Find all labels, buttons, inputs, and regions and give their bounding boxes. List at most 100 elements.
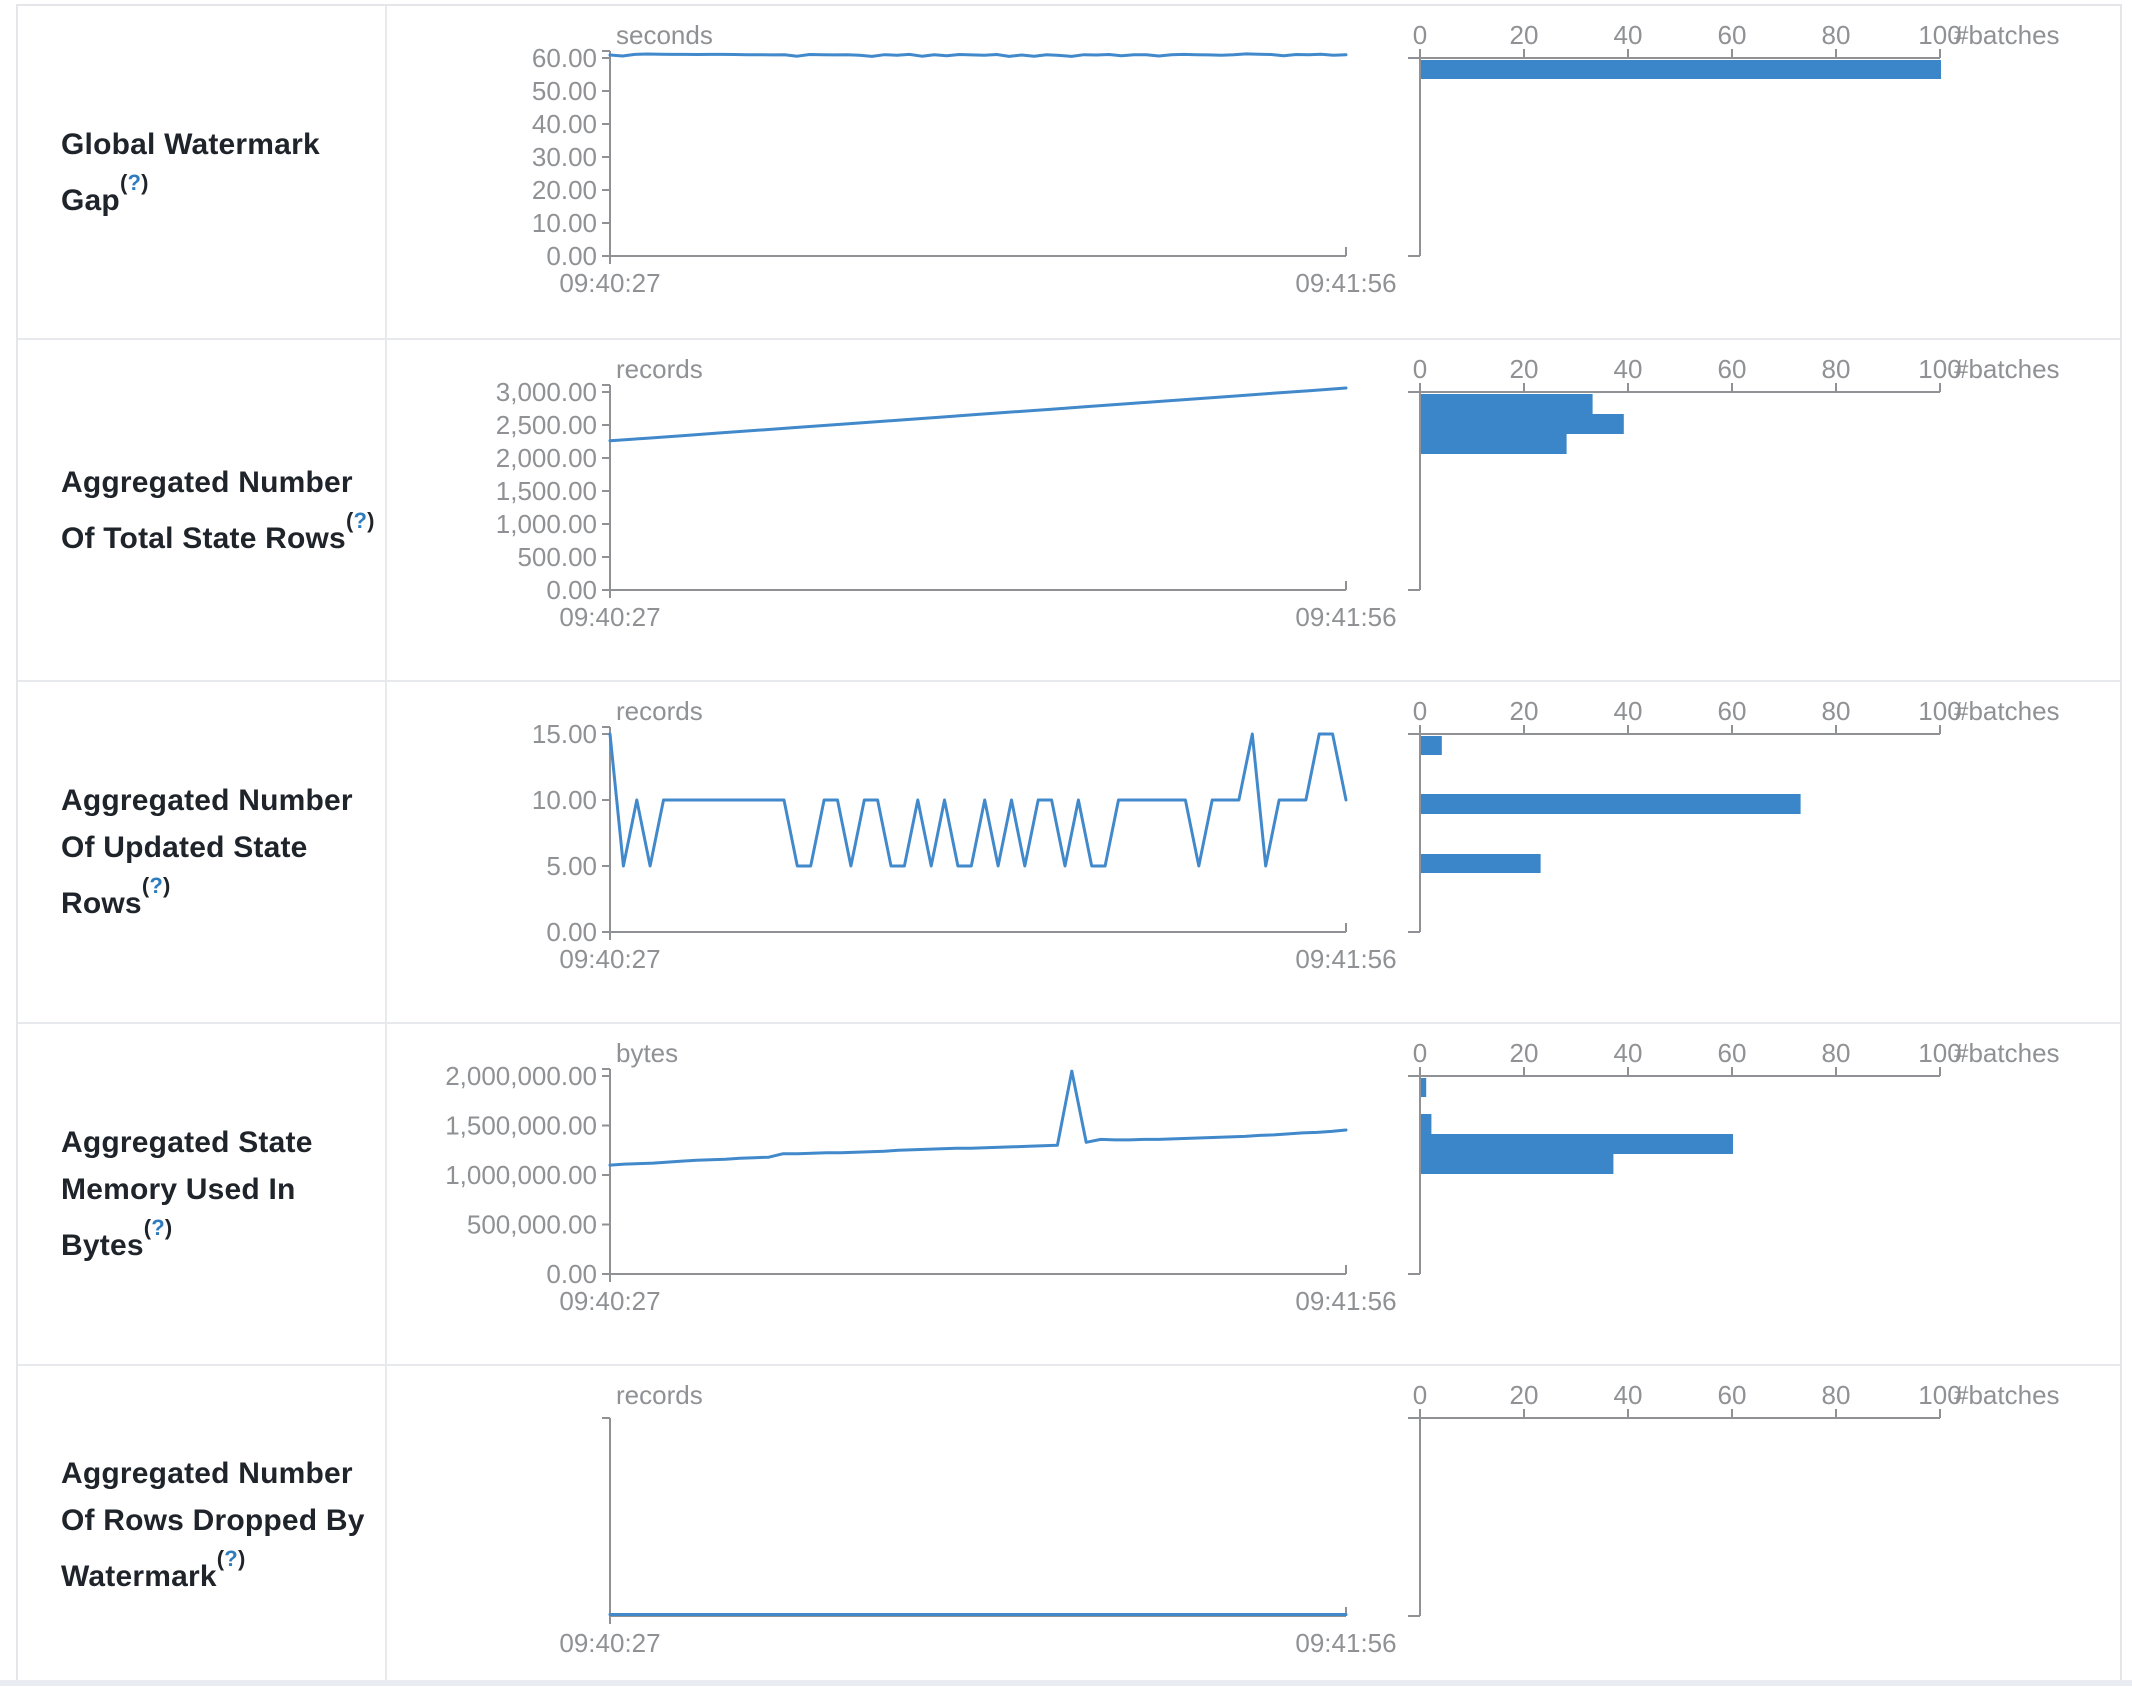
timeline-chart: seconds 60.0050.0040.0030.0020.0010.000.0… — [532, 20, 1397, 298]
x-end-label: 09:41:56 — [1295, 1286, 1396, 1316]
metric-label-cell: Aggregated Number Of Total State Rows(?) — [18, 340, 387, 680]
metric-chart-cell: seconds 60.00 50.00 40.00 30.00 20.00 10.00 0.0… — [387, 6, 2120, 338]
help-paren-close: ) — [141, 169, 149, 195]
x-start-label: 09:40:27 — [559, 602, 660, 632]
x-end-label: 09:41:56 — [1295, 944, 1396, 974]
help-question-icon[interactable]: ? — [353, 507, 368, 533]
batches-tick-label: 40 — [1614, 696, 1643, 726]
help-link[interactable]: (?) — [346, 508, 375, 533]
x-end-label: 09:41:56 — [1295, 268, 1396, 298]
histogram-chart: 0 20 40 60 80 100#batches — [1408, 354, 2060, 591]
help-question-icon[interactable]: ? — [127, 169, 142, 195]
y-tick-label: 1,000,000.00 — [445, 1160, 597, 1190]
y-tick-label: 0.00 — [546, 241, 597, 271]
x-start-label: 09:40:27 — [559, 1628, 660, 1658]
batches-tick-label: 20 — [1510, 696, 1539, 726]
help-link[interactable]: (?) — [217, 1546, 246, 1571]
metric-label-cell: Aggregated State Memory Used In Bytes(?) — [18, 1024, 387, 1364]
batches-tick-label: 60 — [1718, 1038, 1747, 1068]
help-question-icon[interactable]: ? — [149, 873, 163, 898]
batches-tick-label: 20 — [1510, 1038, 1539, 1068]
metric-row-1: Aggregated Number Of Total State Rows(?)… — [18, 340, 2120, 682]
help-paren-open: ( — [143, 1215, 152, 1240]
y-tick-label: 1,000.00 — [496, 509, 597, 539]
batches-tick-label: 100 — [1918, 1380, 1961, 1410]
batches-tick-label: 100 — [1918, 1038, 1961, 1068]
metric-row-2: Aggregated Number Of Updated State Rows(… — [18, 682, 2120, 1024]
metric-chart-cell: records 15.00 10.00 5.00 0.00 09:40:27 09:41:5… — [387, 682, 2120, 1022]
histogram-bar — [1421, 414, 1624, 434]
batches-tick-label: 100 — [1918, 696, 1961, 726]
batches-tick-label: 80 — [1822, 1380, 1851, 1410]
metric-row-3: Aggregated State Memory Used In Bytes(?)… — [18, 1024, 2120, 1366]
y-tick-label: 500,000.00 — [467, 1210, 597, 1240]
batches-axis-label: #batches — [1954, 20, 2060, 50]
batches-tick-label: 40 — [1614, 1380, 1643, 1410]
batches-tick-label: 0 — [1413, 354, 1427, 384]
batches-tick-label: 60 — [1718, 20, 1747, 50]
histogram-bar — [1421, 794, 1801, 814]
metric-chart-cell: bytes 2,000,000.00 1,500,000.00 1,000,000.0… — [387, 1024, 2120, 1364]
y-tick-label: 500.00 — [517, 542, 597, 572]
y-tick-label: 15.00 — [532, 719, 597, 749]
page-bottom-strip — [0, 1680, 2132, 1686]
metric-title-text: Aggregated Number Of Updated State Rows — [61, 784, 353, 920]
batches-tick-label: 20 — [1510, 1380, 1539, 1410]
batches-tick-label: 0 — [1413, 1380, 1427, 1410]
batches-axis-label: #batches — [1954, 696, 2060, 726]
help-paren-open: ( — [216, 1546, 225, 1571]
y-tick-label: 50.00 — [532, 76, 597, 106]
timeline-chart: bytes 2,000,000.00 1,500,000.00 1,000,000.0… — [445, 1038, 1396, 1316]
metric-row-4: Aggregated Number Of Rows Dropped By Wat… — [18, 1366, 2120, 1684]
help-paren-close: ) — [367, 507, 375, 533]
y-tick-label: 10.00 — [532, 208, 597, 238]
charts-svg: records 09:40:27 09:41:56 0 20 40 60 80 100#batc… — [559, 1380, 2060, 1658]
batches-axis-label: #batches — [1954, 1380, 2060, 1410]
batches-tick-label: 40 — [1614, 354, 1643, 384]
histogram-bar — [1421, 1134, 1733, 1154]
y-tick-label: 5.00 — [546, 851, 597, 881]
metric-chart-cell: records 09:40:27 09:41:56 0 20 40 60 80 100 #batc… — [387, 1366, 2120, 1684]
x-start-label: 09:40:27 — [559, 944, 660, 974]
y-tick-label: 60.00 — [532, 43, 597, 73]
help-paren-open: ( — [119, 169, 128, 195]
batches-axis-label: #batches — [1954, 354, 2060, 384]
histogram-bar — [1421, 434, 1567, 454]
batches-tick-label: 80 — [1822, 696, 1851, 726]
help-link[interactable]: (?) — [120, 170, 149, 195]
batches-tick-label: 40 — [1614, 1038, 1643, 1068]
metric-title: Global Watermark Gap(?) — [61, 121, 379, 224]
histogram-chart: 0 20 40 60 80 100#batches — [1408, 20, 2060, 257]
metric-chart-cell: records 3,000.00 2,500.00 2,000.00 1,500.00 1… — [387, 340, 2120, 680]
metric-title: Aggregated Number Of Rows Dropped By Wat… — [61, 1450, 379, 1600]
help-paren-open: ( — [141, 873, 150, 898]
batches-tick-label: 20 — [1510, 354, 1539, 384]
metric-row-0: Global Watermark Gap(?) seconds 60.00 50.0… — [18, 6, 2120, 340]
batches-tick-label: 100 — [1918, 354, 1961, 384]
batches-tick-label: 0 — [1413, 20, 1427, 50]
help-question-icon[interactable]: ? — [151, 1215, 165, 1240]
timeline-unit-label: seconds — [616, 20, 713, 50]
batches-tick-label: 80 — [1822, 354, 1851, 384]
metric-title-text: Aggregated Number Of Total State Rows — [61, 465, 353, 555]
help-paren-open: ( — [345, 507, 354, 533]
y-tick-label: 40.00 — [532, 109, 597, 139]
y-tick-label: 0.00 — [546, 917, 597, 947]
y-tick-label: 1,500,000.00 — [445, 1111, 597, 1141]
help-link[interactable]: (?) — [144, 1215, 173, 1240]
help-link[interactable]: (?) — [142, 873, 171, 898]
help-question-icon[interactable]: ? — [224, 1546, 238, 1571]
y-tick-label: 1,500.00 — [496, 476, 597, 506]
timeline-chart: records 3,000.002,500.002,000.001,500.001… — [496, 354, 1397, 632]
charts-svg: bytes 2,000,000.00 1,500,000.00 1,000,000.0… — [445, 1038, 2059, 1316]
histogram-chart: 0 20 40 60 80 100#batches — [1408, 696, 2060, 933]
x-end-label: 09:41:56 — [1295, 602, 1396, 632]
metric-title: Aggregated Number Of Updated State Rows(… — [61, 777, 379, 927]
y-tick-label: 20.00 — [532, 175, 597, 205]
histogram-bar — [1421, 736, 1442, 755]
timeline-line — [608, 52, 1348, 58]
batches-tick-label: 80 — [1822, 20, 1851, 50]
timeline-line — [608, 386, 1348, 443]
metric-title-text: Aggregated State Memory Used In Bytes — [61, 1126, 313, 1262]
